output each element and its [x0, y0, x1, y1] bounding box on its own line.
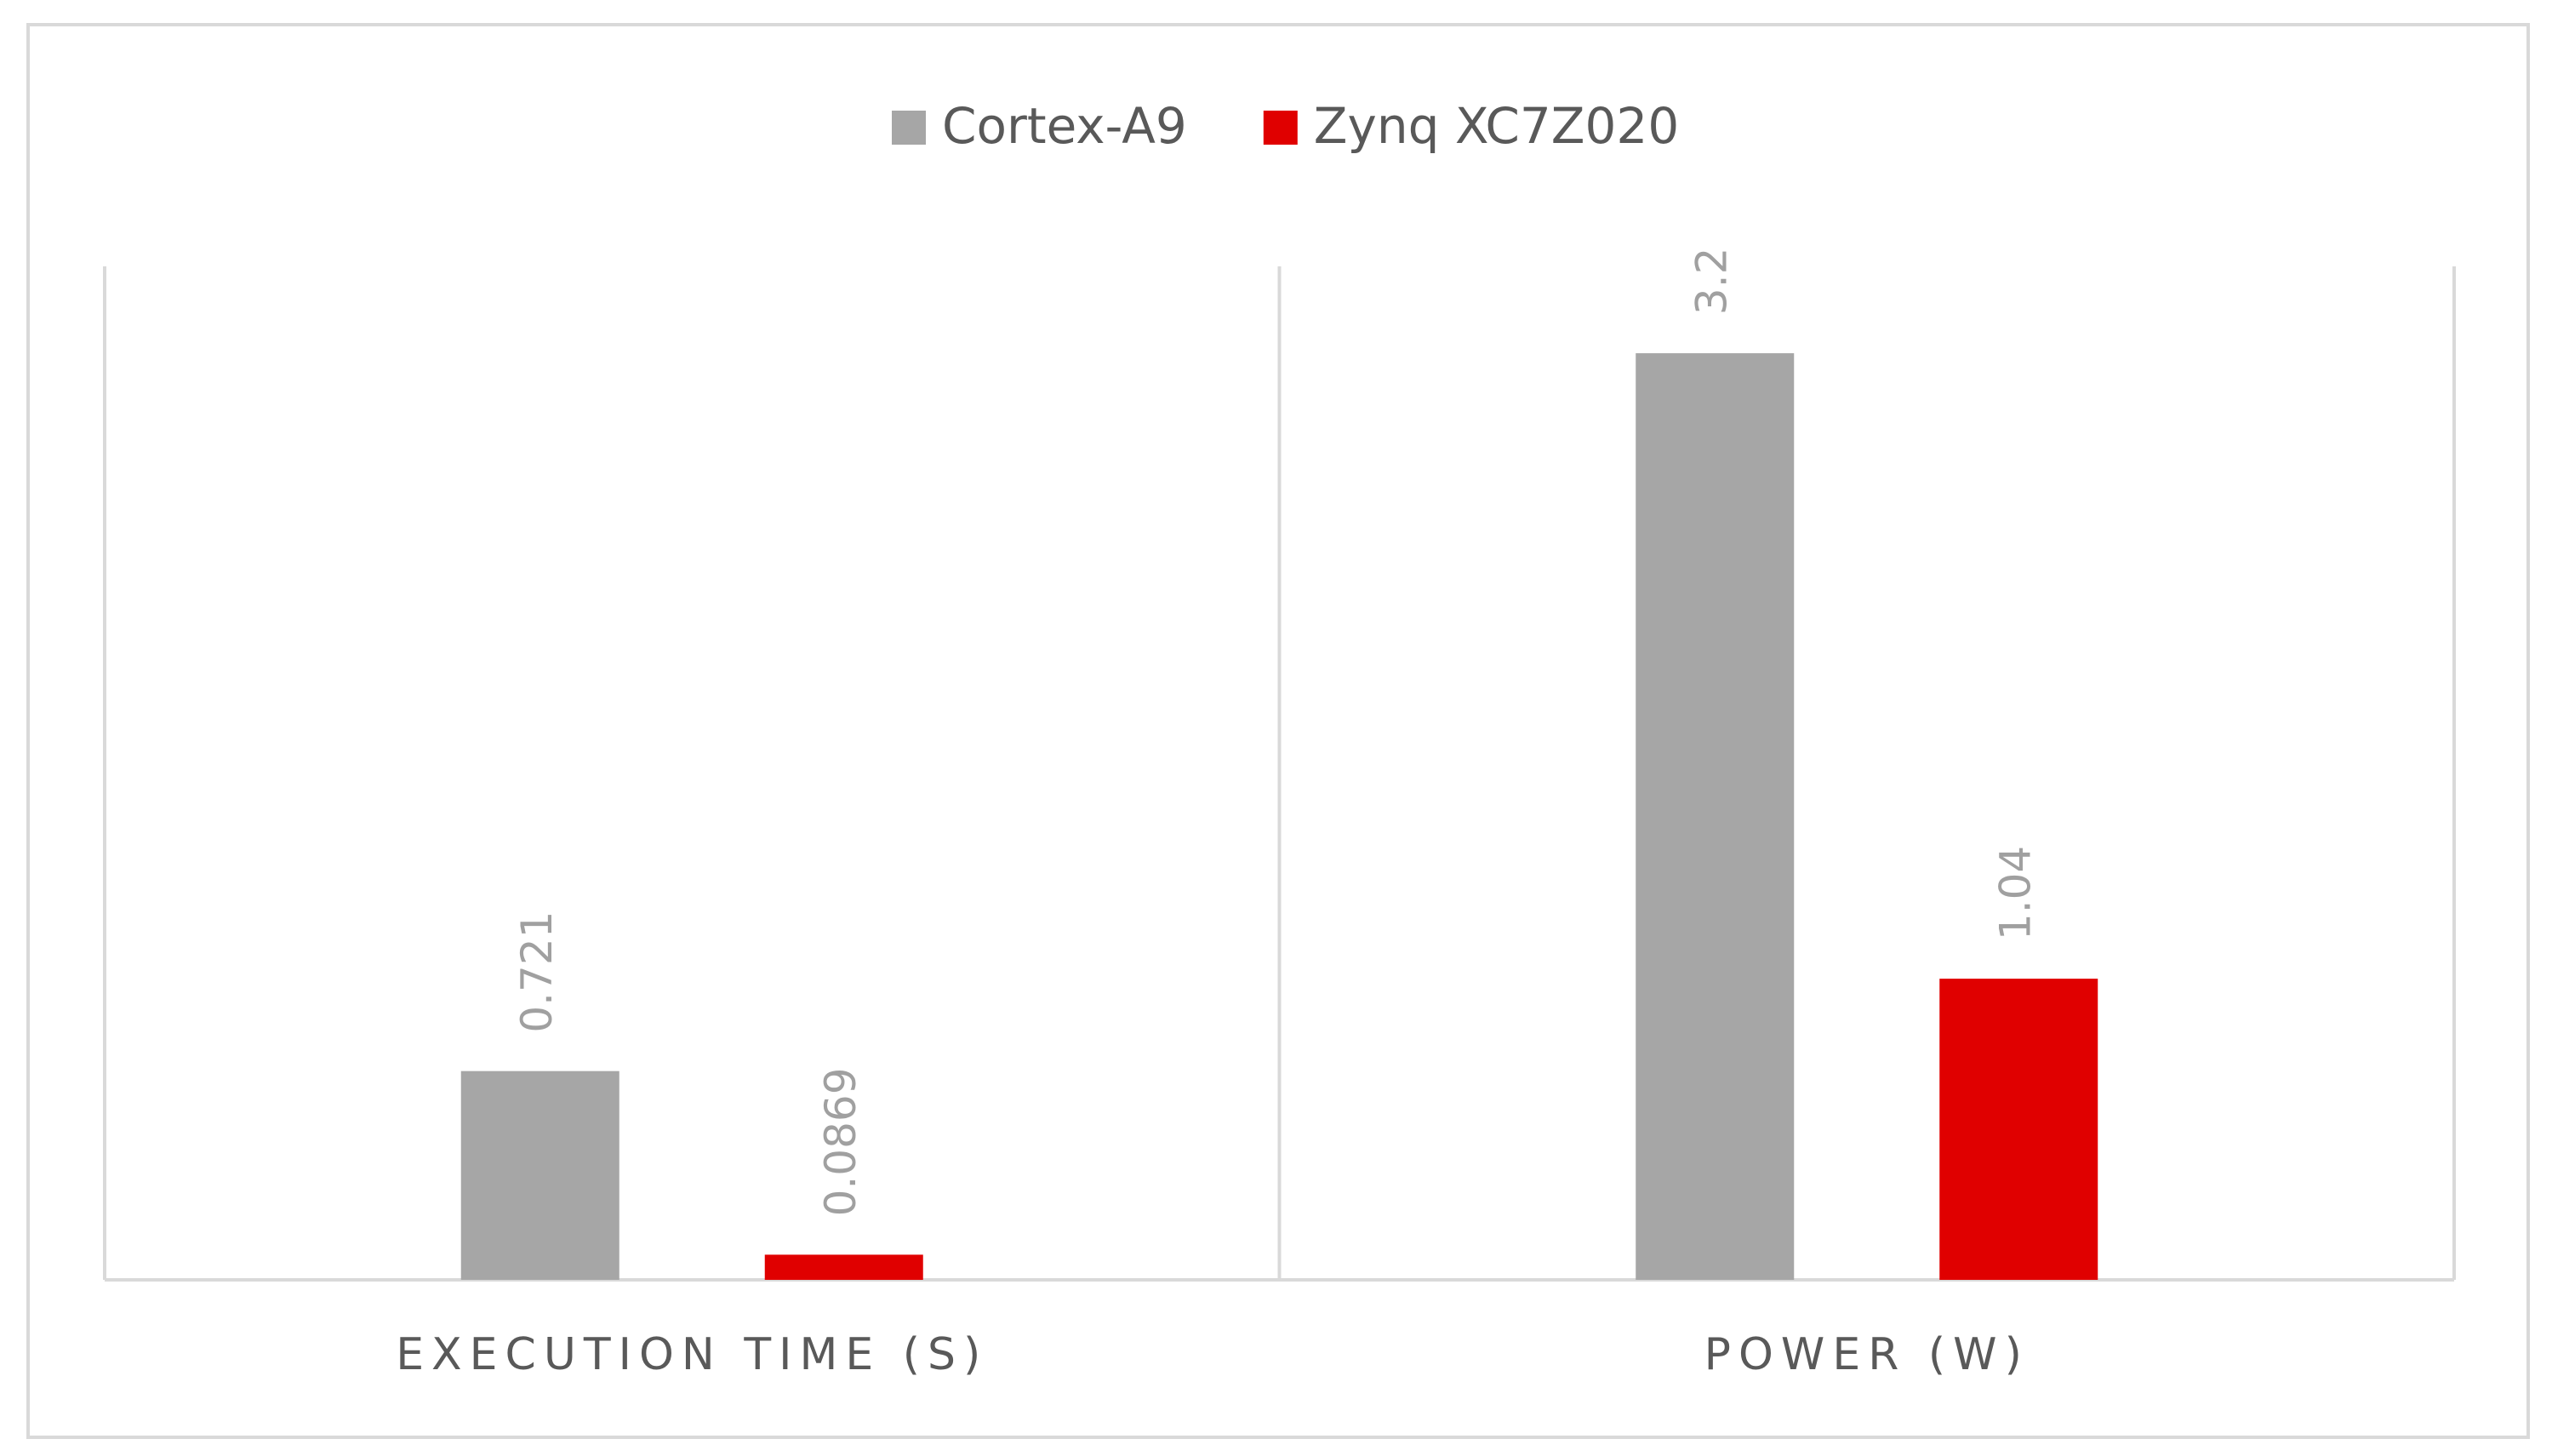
x-tick-label: EXECUTION TIME (S) [396, 1329, 988, 1380]
legend-swatch [1263, 111, 1298, 145]
bar [764, 1254, 923, 1280]
data-label: 0.0869 [816, 1067, 865, 1216]
data-label: 0.721 [512, 911, 562, 1033]
bar [1636, 353, 1795, 1281]
data-label: 3.2 [1687, 248, 1737, 316]
bar [460, 1071, 619, 1280]
x-tick-label: POWER (W) [1704, 1329, 2030, 1380]
data-label: 1.04 [1991, 846, 2041, 940]
legend-swatch [892, 111, 926, 145]
legend-label: Cortex-A9 [942, 97, 1187, 155]
legend-label: Zynq XC7Z020 [1314, 97, 1679, 155]
bar [1939, 979, 2098, 1280]
